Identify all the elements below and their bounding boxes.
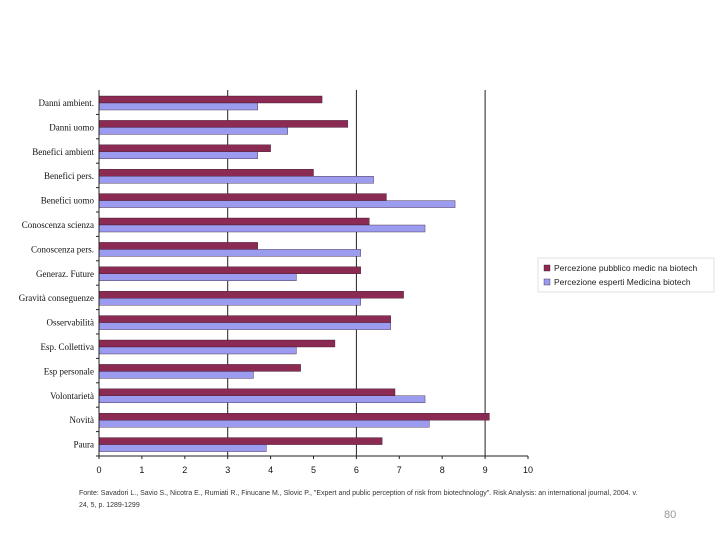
bar-experts-0: [98, 102, 258, 111]
bar-group: [98, 95, 490, 452]
bar-experts-5: [98, 224, 426, 233]
bar-public-10: [98, 339, 336, 348]
bar-public-7: [98, 266, 361, 274]
bar-experts-6: [98, 249, 361, 257]
bar-experts-4: [98, 200, 456, 208]
tick-labels: 0 1 2 3 4 5 6 7 8 9 10: [96, 465, 533, 475]
category-label: Generaz. Future: [36, 269, 94, 279]
legend-swatch: [543, 264, 551, 272]
bar-public-3: [98, 168, 314, 177]
bar-experts-8: [98, 298, 361, 306]
category-label: Novità: [70, 415, 95, 425]
legend-swatch: [543, 278, 551, 286]
axes: [96, 90, 529, 459]
x-tick-label: 8: [440, 465, 445, 475]
bar-public-0: [98, 95, 323, 104]
x-tick-label: 4: [268, 465, 273, 475]
bar-public-8: [98, 291, 404, 299]
source-citation: Fonte: Savadori L., Savio S., Nicotra E.…: [79, 490, 638, 509]
category-label: Osservabilità: [47, 318, 95, 328]
bar-experts-13: [98, 420, 430, 428]
category-label: Volontarietà: [50, 391, 94, 401]
bar-public-13: [98, 413, 490, 421]
category-label: Benefici uomo: [41, 196, 95, 206]
category-label: Benefici pers.: [44, 171, 94, 181]
bar-experts-3: [98, 175, 374, 184]
bar-experts-7: [98, 273, 297, 281]
x-tick-label: 6: [354, 465, 359, 475]
legend: Percezione pubblico medic na biotech Perc…: [537, 257, 715, 293]
bar-experts-12: [98, 395, 426, 403]
category-label: Gravità conseguenze: [19, 293, 94, 303]
x-tick-label: 5: [311, 465, 316, 475]
bar-experts-1: [98, 127, 288, 135]
category-label: Esp personale: [44, 366, 94, 376]
category-label: Esp. Collettiva: [41, 342, 95, 352]
x-tick-label: 9: [483, 465, 488, 475]
bar-public-2: [98, 144, 271, 153]
category-label: Danni ambient.: [39, 98, 95, 108]
category-label: Conoscenza pers.: [31, 244, 94, 254]
category-label: Paura: [74, 440, 95, 450]
category-label: Benefici ambient: [32, 147, 94, 157]
bar-public-9: [98, 315, 391, 323]
x-tick-label: 3: [225, 465, 230, 475]
bar-public-12: [98, 388, 396, 396]
page-number: 80: [664, 509, 677, 521]
category-label: Conoscenza scienza: [22, 220, 94, 230]
bar-public-1: [98, 120, 349, 128]
category-label: Danni uomo: [49, 122, 94, 132]
x-tick-label: 1: [139, 465, 144, 475]
bar-experts-2: [98, 151, 258, 160]
x-tick-label: 10: [523, 465, 533, 475]
bar-public-4: [98, 193, 387, 201]
bar-experts-9: [98, 322, 391, 330]
legend-label: Percezione esperti Medicina biotech: [554, 277, 691, 287]
bar-public-14: [98, 437, 383, 445]
bar-public-11: [98, 364, 301, 372]
x-tick-label: 2: [182, 465, 187, 475]
bar-experts-14: [98, 444, 267, 452]
x-tick-label: 0: [96, 465, 101, 475]
legend-label: Percezione pubblico medic na biotech: [554, 263, 697, 273]
legend-box: [537, 257, 715, 293]
category-labels: Danni ambient. Danni uomo Benefici ambient…: [19, 98, 95, 450]
x-tick-label: 7: [397, 465, 402, 475]
bar-public-6: [98, 242, 258, 250]
bar-experts-10: [98, 346, 297, 355]
bar-public-5: [98, 217, 370, 226]
bar-experts-11: [98, 371, 254, 379]
